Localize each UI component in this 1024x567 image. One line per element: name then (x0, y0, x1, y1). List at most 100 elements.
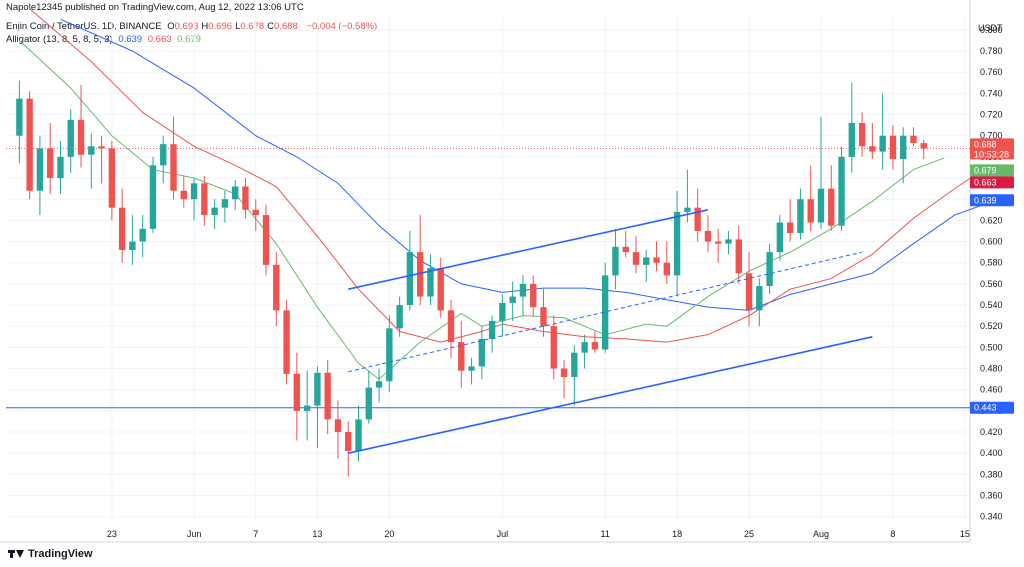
price-tick-label: 0.600 (980, 237, 1003, 247)
candle-body (632, 252, 640, 265)
time-tick-label: Jul (497, 529, 509, 539)
lips-value: 0.679 (177, 34, 201, 45)
price-tick-label: 0.740 (980, 88, 1003, 98)
candle-body (879, 135, 886, 152)
price-label-0-639-bg (970, 194, 1014, 207)
ohlc-key-L: L (235, 21, 241, 32)
candle-body (211, 207, 218, 216)
channel-line (348, 209, 709, 290)
candle-body (725, 239, 732, 244)
candle-body (571, 352, 578, 378)
candle-body (920, 143, 927, 149)
time-tick-label: 20 (384, 529, 394, 539)
teeth-value: 0.663 (147, 34, 172, 45)
price-label-0-663-text: 0.663 (974, 177, 997, 187)
candle-body (129, 241, 136, 251)
candle-body (160, 144, 167, 166)
candle-body (601, 275, 609, 350)
price-tick-label: 0.360 (980, 491, 1003, 501)
candle-body (406, 252, 414, 306)
price-tick-label: 0.800 (980, 25, 1003, 35)
ohlc-value-H: 0.696 (208, 21, 233, 32)
indicator-legend[interactable]: Alligator (13, 8, 5, 8, 5, 3) 0.639 0.66… (6, 34, 204, 45)
candle-body (355, 419, 362, 452)
alligator-teeth-line (29, 8, 976, 343)
price-label-0-679-text: 0.679 (974, 165, 997, 175)
candle-body (201, 183, 208, 216)
candle-body (858, 123, 866, 147)
current-price-badge-text: 0.688 (974, 139, 997, 149)
price-label-0-639: 0.639 (970, 194, 1014, 207)
price-tick-label: 0.720 (980, 110, 1003, 120)
candle-body (283, 310, 290, 374)
alligator-jaw-line (60, 18, 996, 311)
tradingview-brand[interactable]: TradingView (8, 548, 93, 560)
candle-body (273, 264, 280, 311)
ohlc-value-L: 0.678 (240, 21, 265, 32)
candle-body (591, 342, 599, 350)
time-tick-label: 13 (312, 529, 322, 539)
price-label-0-663: 0.663 (970, 176, 1014, 189)
candle-body (16, 98, 23, 136)
candle-body (478, 338, 486, 367)
price-label-0-679: 0.679 (970, 164, 1014, 177)
candle-body (488, 320, 496, 339)
candle-body (581, 342, 588, 353)
price-label-0-443-text: 0.443 (974, 403, 997, 413)
price-label-0-443-bg (970, 401, 1014, 414)
candle-body (149, 165, 157, 229)
candle-body (509, 296, 516, 303)
candle-body (776, 222, 784, 253)
candles (16, 80, 927, 477)
ohlc-values: O0.693 H0.696 L0.678 C0.688 (167, 21, 301, 32)
symbol-title[interactable]: Enjin Coin / TetherUS, 1D, BINANCE (6, 21, 162, 32)
symbol-legend[interactable]: Enjin Coin / TetherUS, 1D, BINANCE O0.69… (6, 21, 380, 32)
candle-body (375, 381, 383, 388)
candle-body (540, 307, 547, 327)
candle-body (365, 387, 372, 420)
price-tick-label: 0.400 (980, 448, 1003, 458)
candle-body (643, 257, 650, 265)
candle-body (139, 228, 146, 242)
candle-body (786, 222, 794, 234)
candle-body (828, 188, 835, 226)
price-tick-label: 0.520 (980, 321, 1003, 331)
candle-body (530, 283, 537, 308)
candle-body (221, 199, 229, 208)
time-tick-label: Jun (187, 529, 202, 539)
price-tick-label: 0.560 (980, 279, 1003, 289)
candle-body (108, 148, 116, 208)
candle-body (797, 199, 804, 234)
price-tick-label: 0.700 (980, 131, 1003, 141)
price-label-0-639-text: 0.639 (974, 195, 997, 205)
price-tick-label: 0.340 (980, 512, 1003, 522)
time-tick-label: 23 (107, 529, 117, 539)
candle-body (57, 156, 64, 179)
price-tick-label: 0.780 (980, 46, 1003, 56)
time-axis: 23Jun71320Jul111825Aug81522 (107, 529, 970, 539)
time-tick-label: 8 (890, 529, 895, 539)
price-label-0-443: 0.443 (970, 401, 1014, 414)
price-tick-label: 0.380 (980, 469, 1003, 479)
candle-body (36, 148, 44, 191)
price-axis: USDT0.8000.7800.7600.7400.7200.7000.6800… (978, 23, 1003, 522)
candle-body (869, 146, 876, 152)
candle-body (817, 188, 825, 223)
candle-body (47, 148, 54, 179)
candle-body (345, 432, 352, 452)
candle-body (231, 186, 239, 200)
candle-body (427, 268, 434, 297)
indicator-title[interactable]: Alligator (13, 8, 5, 8, 5, 3) (6, 34, 113, 45)
candle-body (447, 310, 455, 343)
candle-body (560, 368, 568, 378)
candle-body (622, 246, 629, 253)
price-tick-label: 0.580 (980, 258, 1003, 268)
candle-body (756, 285, 763, 311)
candle-body (324, 372, 331, 420)
candle-body (303, 405, 311, 411)
candle-body (653, 257, 660, 263)
price-change: −0.004 (−0.58%) (306, 21, 378, 32)
ohlc-key-H: H (201, 21, 209, 32)
candle-body (118, 207, 126, 251)
